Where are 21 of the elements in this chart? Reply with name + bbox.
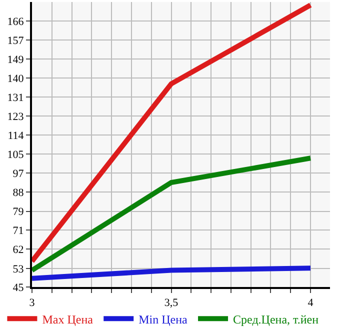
legend-label: Max Цена bbox=[42, 312, 94, 326]
legend-label: Min Цена bbox=[138, 312, 188, 326]
y-tick-label: 166 bbox=[7, 16, 24, 28]
y-tick-label: 123 bbox=[7, 110, 24, 123]
y-tick-label: 157 bbox=[7, 34, 24, 47]
y-tick-label: 53 bbox=[12, 263, 24, 276]
y-tick-label: 114 bbox=[8, 130, 24, 142]
x-tick-label: 3,5 bbox=[164, 297, 179, 310]
y-tick-label: 71 bbox=[12, 224, 24, 237]
y-tick-label: 88 bbox=[12, 186, 24, 199]
y-tick-label: 62 bbox=[12, 244, 24, 256]
y-tick-label: 149 bbox=[7, 54, 24, 66]
y-tick-label: 79 bbox=[12, 206, 24, 218]
y-tick-label: 45 bbox=[12, 282, 24, 294]
y-tick-label: 140 bbox=[7, 72, 24, 85]
legend-label: Сред.Цена, т.йен bbox=[233, 312, 320, 326]
y-tick-label: 105 bbox=[7, 148, 24, 161]
x-tick-label: 4 bbox=[308, 297, 314, 310]
x-tick-label: 3 bbox=[29, 297, 36, 310]
y-tick-label: 131 bbox=[7, 92, 24, 104]
y-tick-label: 97 bbox=[12, 168, 24, 180]
